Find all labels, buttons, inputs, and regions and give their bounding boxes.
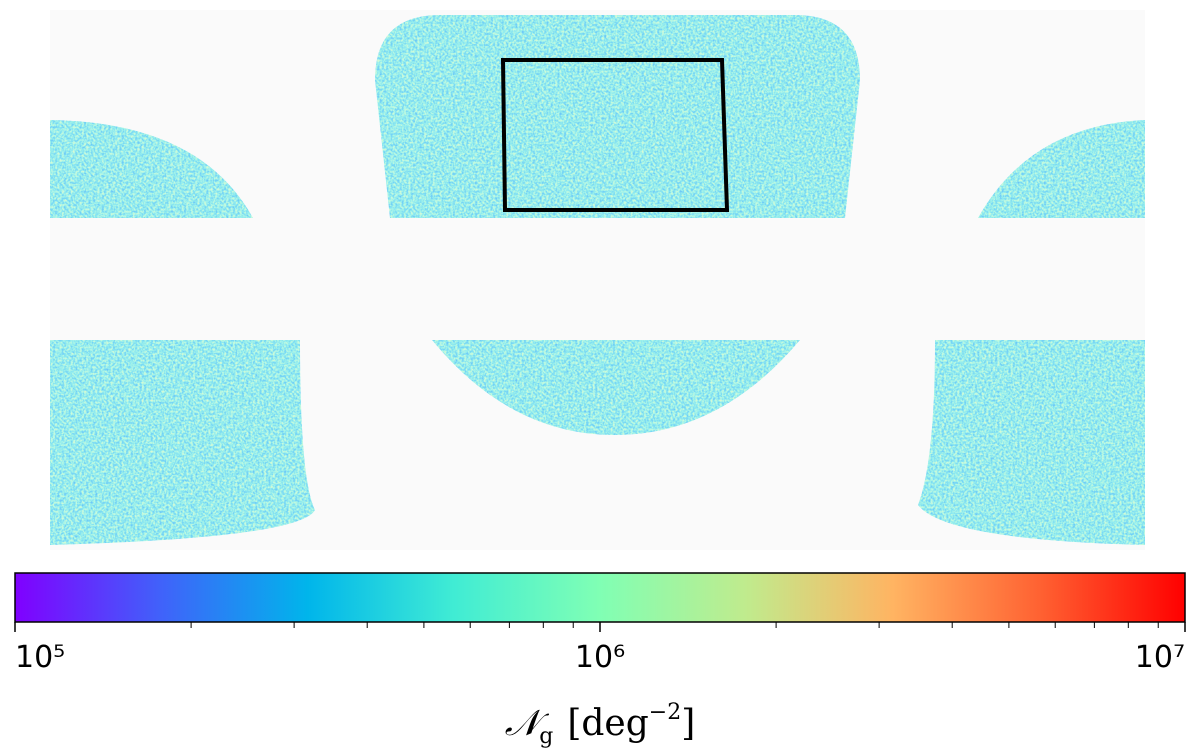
label-exponent: −2 [649,700,681,725]
x-tick-label: 10⁵ [15,640,65,675]
colorbar-label: 𝒩g [deg−2] [505,700,696,749]
region-box [500,58,730,212]
label-unit: [deg [567,703,648,744]
x-tick-label: 10⁶ [575,640,625,675]
label-subscript: g [539,724,553,749]
label-close: ] [681,703,695,744]
x-tick-label: 10⁷ [1135,640,1185,675]
colorbar [14,572,1186,623]
